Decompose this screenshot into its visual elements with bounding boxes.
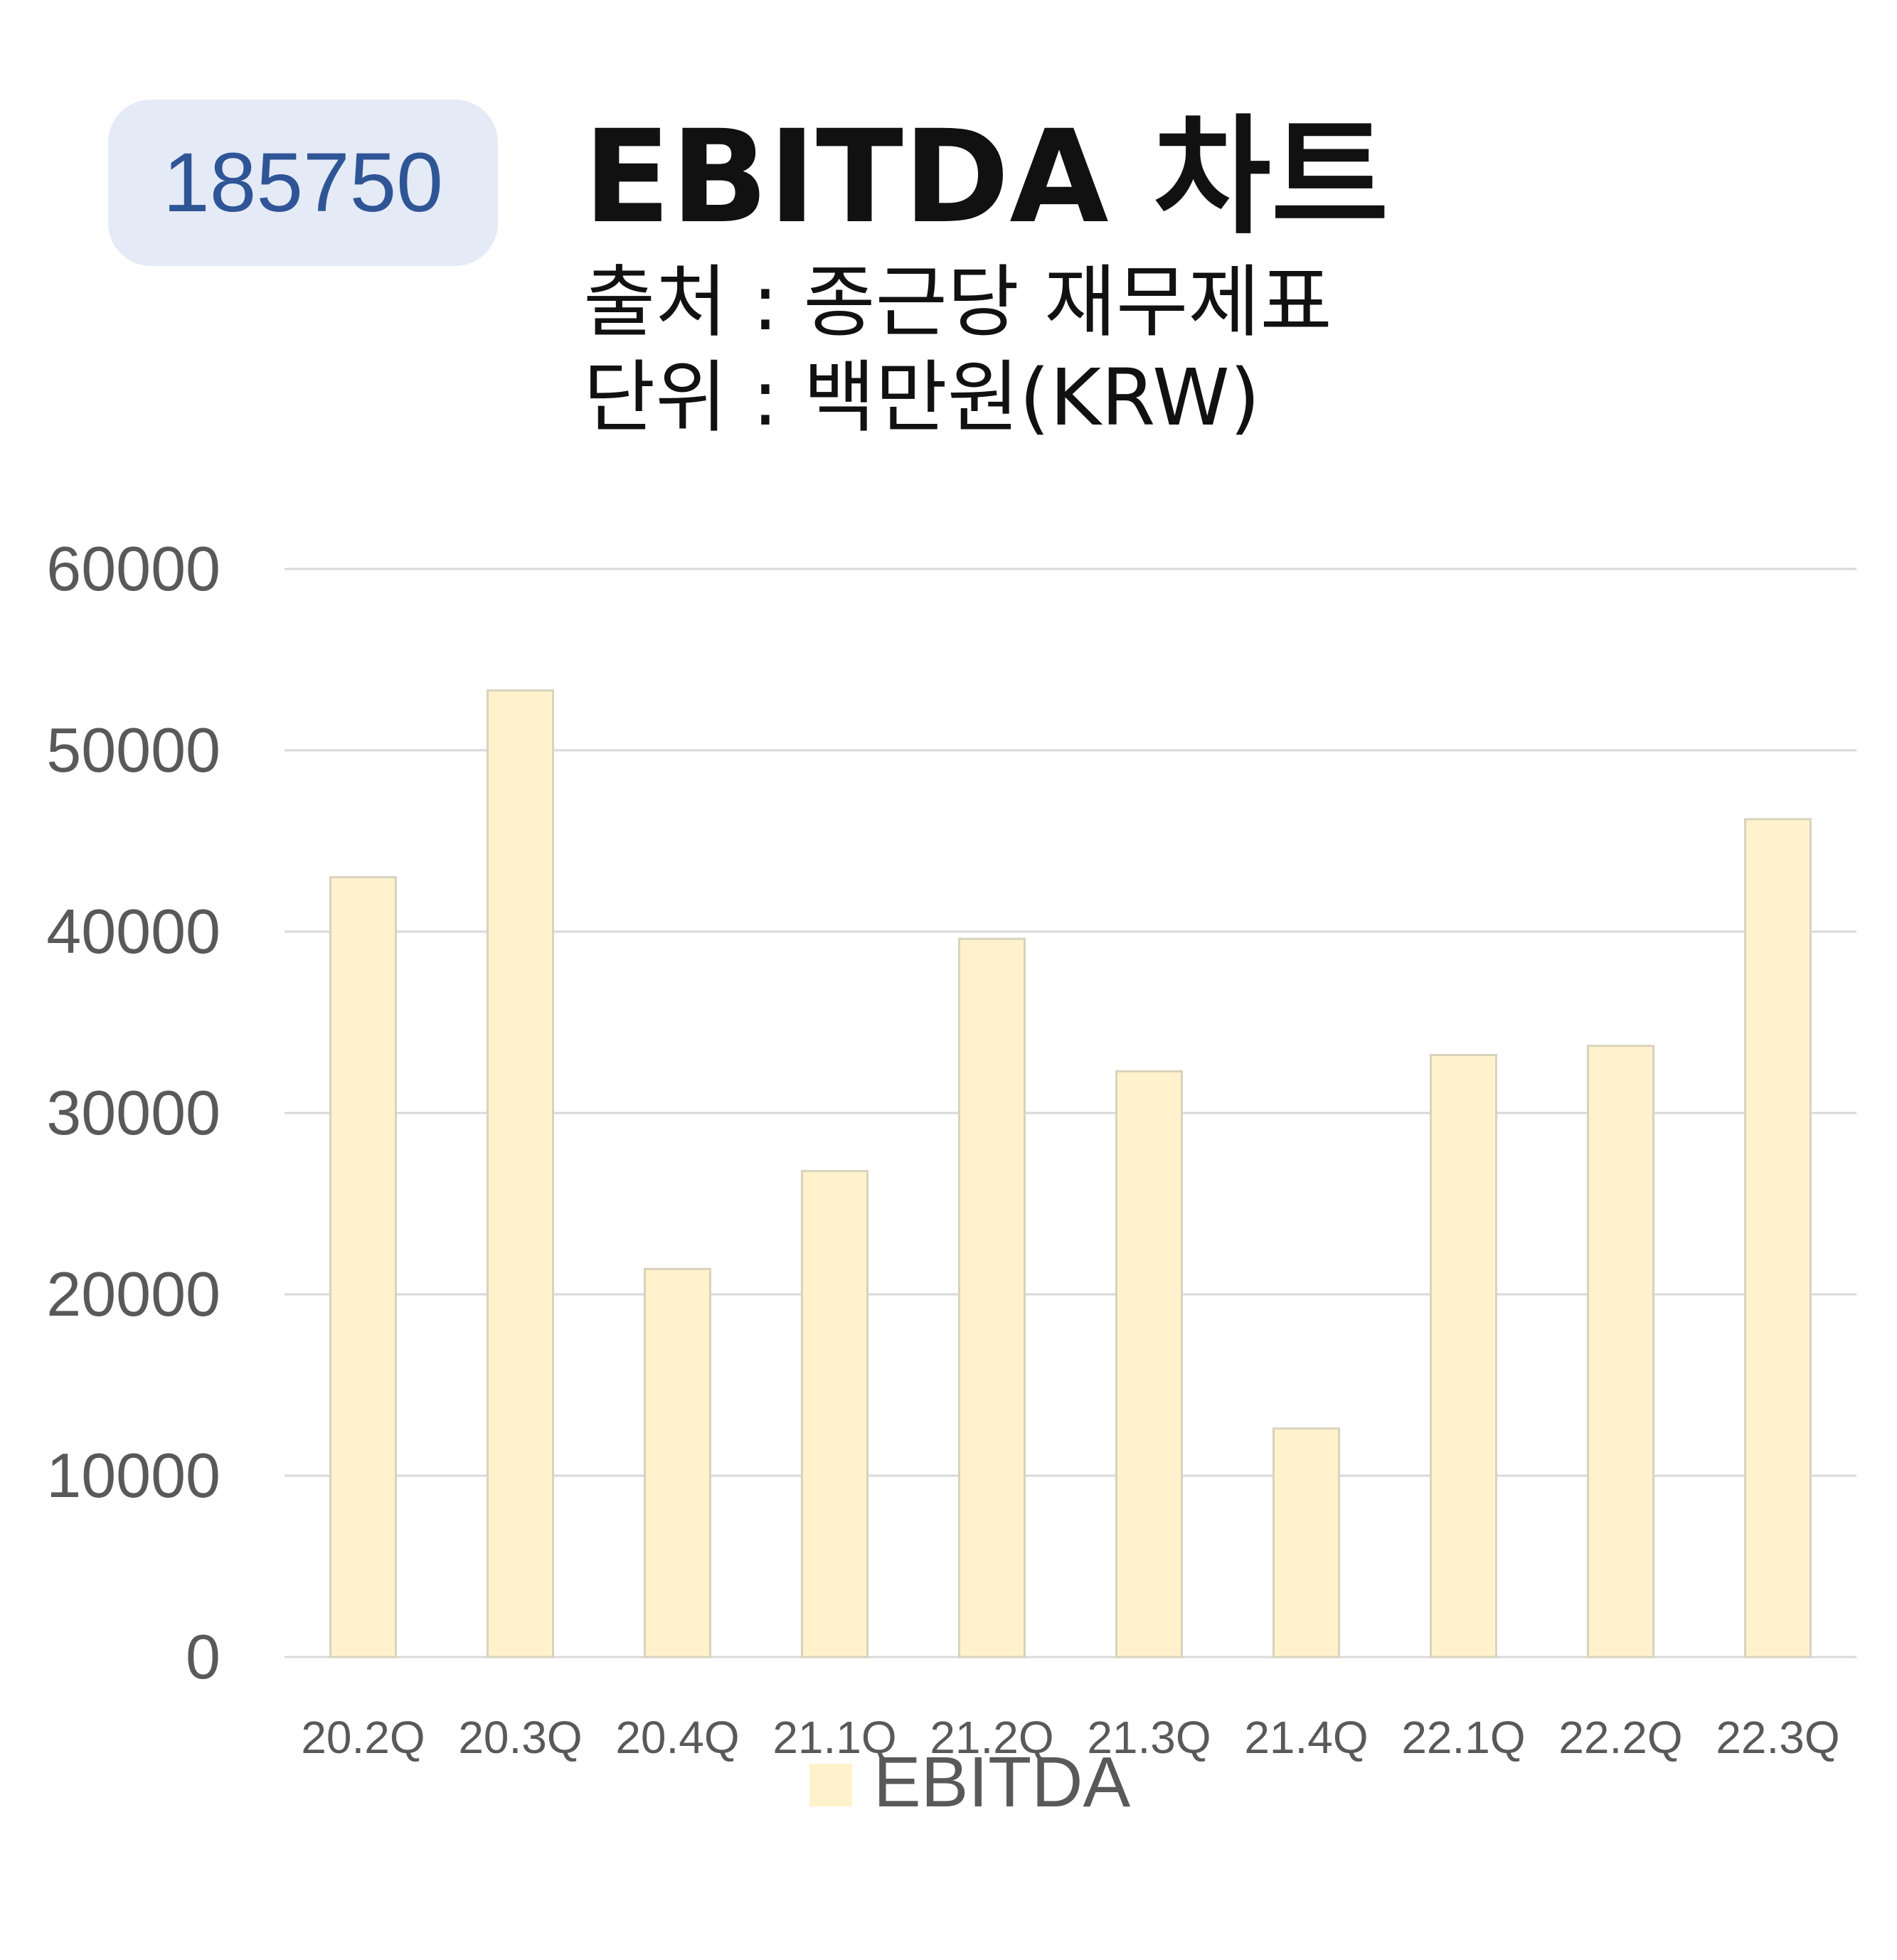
bar-22.2Q [1587, 1045, 1654, 1658]
y-tick-label: 30000 [46, 1077, 220, 1148]
x-axis-ticks: 20.2Q 20.3Q 20.4Q 21.1Q 21.2Q 21.3Q 21.4Q 22.1Q… [301, 1712, 1839, 1763]
y-tick-label: 50000 [46, 715, 220, 785]
bar-20.3Q [487, 689, 554, 1658]
x-tick-label: 21.2Q [930, 1712, 1053, 1763]
legend-label: EBITDA [873, 1742, 1130, 1822]
y-tick-label: 10000 [46, 1440, 220, 1511]
bar-20.4Q [644, 1267, 711, 1658]
legend: EBITDA [809, 1742, 1130, 1822]
x-tick-label: 21.1Q [772, 1712, 896, 1763]
y-tick-label: 20000 [46, 1259, 220, 1329]
stock-code: 185750 [163, 136, 443, 230]
bar-21.1Q [801, 1170, 868, 1658]
bars [329, 689, 1812, 1658]
y-axis-ticks: 0 10000 20000 30000 40000 50000 60000 [46, 533, 220, 1692]
y-tick-label: 40000 [46, 896, 220, 966]
bar-22.1Q [1430, 1053, 1497, 1658]
x-tick-label: 20.2Q [301, 1712, 425, 1763]
source-label: 출처 : 종근당 재무제표 [583, 257, 1332, 348]
x-tick-label: 21.3Q [1087, 1712, 1211, 1763]
x-tick-label: 20.4Q [615, 1712, 739, 1763]
chart-title: EBITDA 차트 [583, 103, 1389, 252]
x-tick-label: 22.2Q [1558, 1712, 1682, 1763]
x-tick-label: 22.1Q [1401, 1712, 1525, 1763]
legend-swatch [809, 1764, 852, 1806]
x-tick-label: 21.4Q [1244, 1712, 1368, 1763]
y-tick-label: 60000 [46, 533, 220, 604]
bar-21.4Q [1272, 1427, 1340, 1658]
bar-21.2Q [958, 937, 1026, 1658]
x-tick-label: 22.3Q [1716, 1712, 1839, 1763]
bar-22.3Q [1744, 818, 1812, 1658]
y-tick-label: 0 [186, 1621, 220, 1692]
unit-label: 단위 : 백만원(KRW) [583, 352, 1260, 443]
x-tick-label: 20.3Q [458, 1712, 582, 1763]
stock-code-badge: 185750 [108, 100, 498, 266]
bar-20.2Q [329, 876, 397, 1658]
bar-21.3Q [1115, 1070, 1183, 1658]
